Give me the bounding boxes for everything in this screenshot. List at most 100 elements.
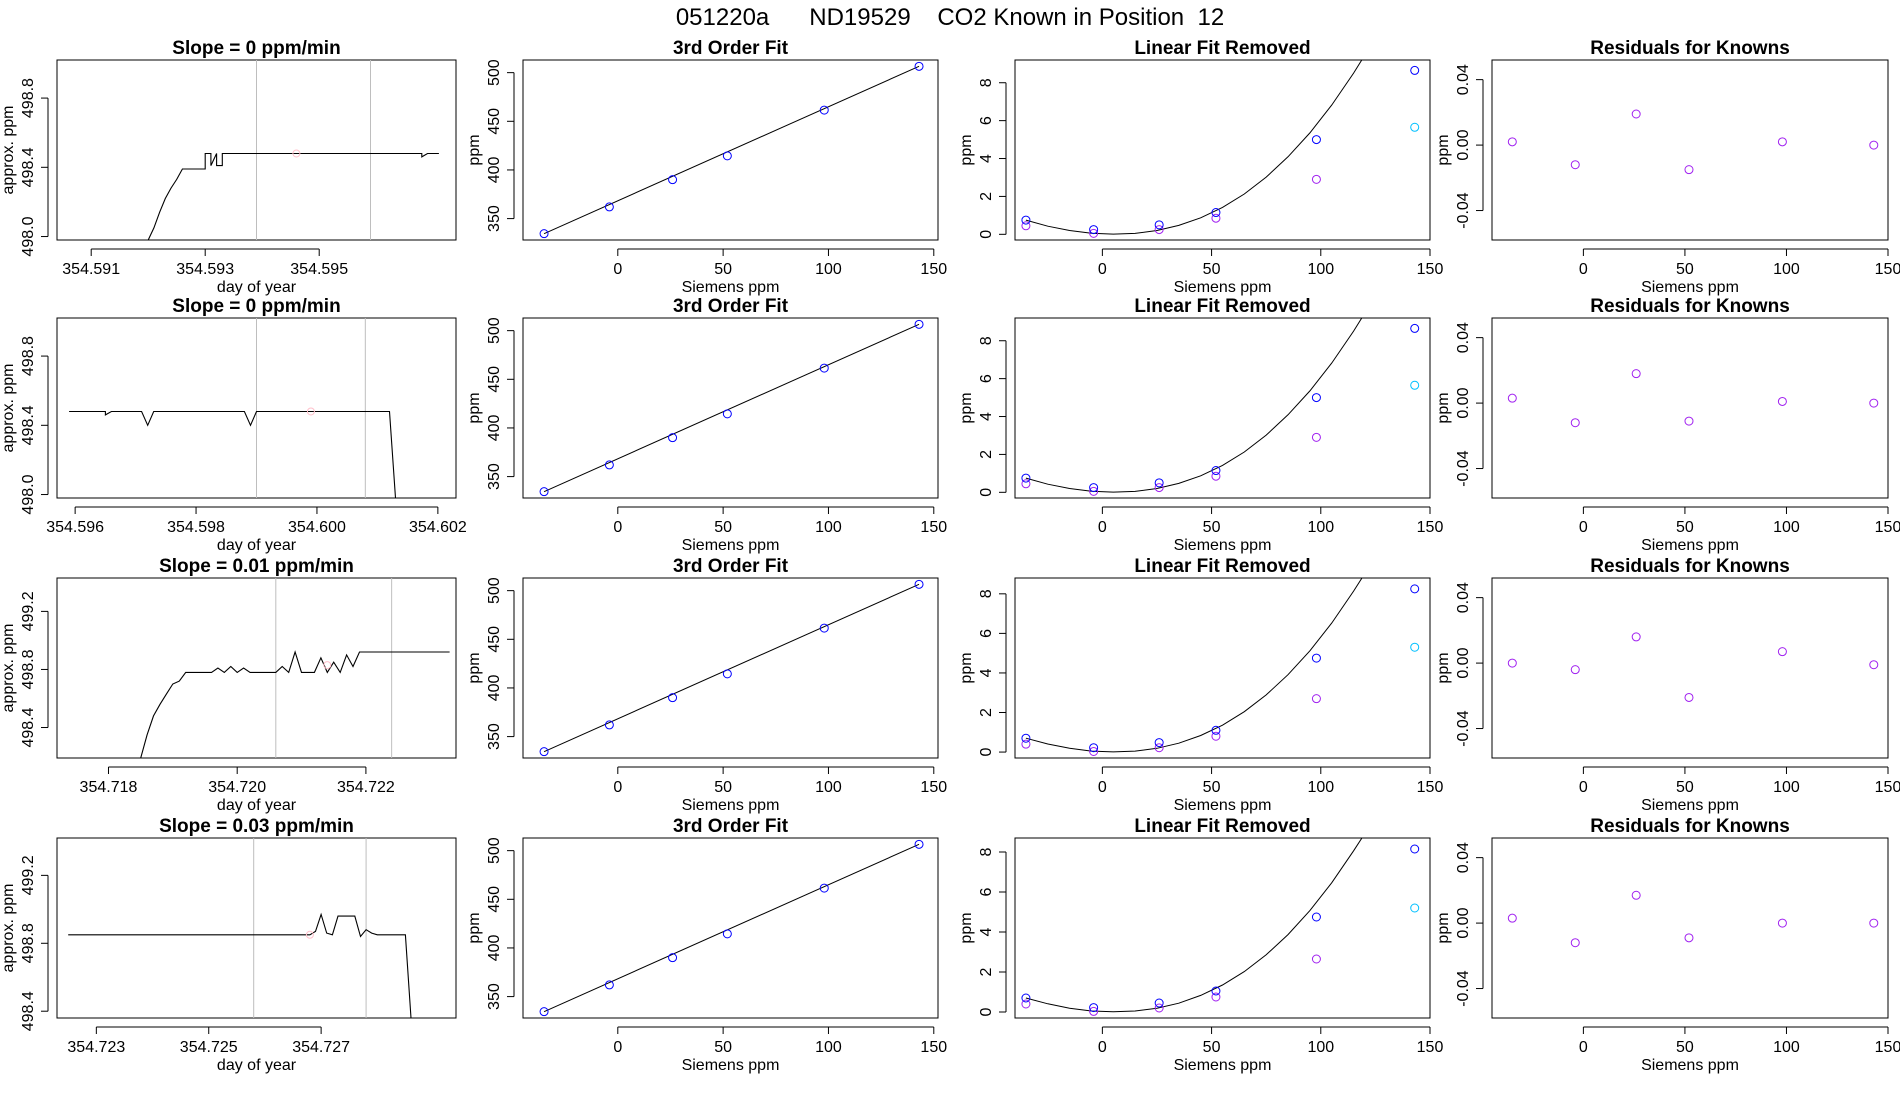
plot-frame bbox=[1014, 837, 1431, 1019]
y-tick-label: 498.4 bbox=[20, 147, 37, 187]
plot-area bbox=[1507, 109, 1879, 175]
data-point bbox=[1777, 918, 1787, 928]
plot-frame bbox=[1014, 59, 1431, 241]
panel-1-1: Slope = 0 ppm/min 354.591 354.593 354.595da… bbox=[0, 38, 457, 296]
panel-2-2: 3rd Order Fit 0 50 100 150 Siemens ppm 350 400 4… bbox=[466, 296, 947, 554]
x-axis-label: Siemens ppm bbox=[1174, 537, 1272, 554]
x-tick-label: 0 bbox=[1098, 519, 1107, 536]
data-point bbox=[668, 693, 678, 703]
data-point bbox=[1684, 692, 1694, 702]
measured-point bbox=[1089, 746, 1099, 756]
y-tick-label: 2 bbox=[978, 192, 995, 201]
y-axis-label: ppm bbox=[1435, 134, 1452, 165]
data-point bbox=[604, 460, 614, 470]
y-tick-label: 6 bbox=[978, 887, 995, 896]
data-point bbox=[722, 669, 732, 679]
fit-point bbox=[1410, 65, 1420, 75]
fit-point bbox=[1089, 225, 1099, 235]
y-tick-label: -0.04 bbox=[1455, 970, 1472, 1007]
data-point bbox=[1869, 660, 1879, 670]
y-axis-label: approx. ppm bbox=[0, 364, 17, 453]
x-tick-label: 354.725 bbox=[180, 1039, 238, 1056]
panel-title: 3rd Order Fit bbox=[673, 296, 789, 317]
data-point bbox=[1631, 369, 1641, 379]
panel-title: 3rd Order Fit bbox=[673, 556, 789, 577]
measured-point bbox=[1021, 739, 1031, 749]
x-tick-label: 100 bbox=[815, 779, 842, 796]
x-tick-label: 0 bbox=[1579, 1039, 1588, 1056]
x-tick-label: 150 bbox=[1875, 519, 1900, 536]
x-axis-label: Siemens ppm bbox=[682, 537, 780, 554]
x-tick-label: 100 bbox=[815, 261, 842, 278]
data-point bbox=[539, 1007, 549, 1017]
x-axis-label: Siemens ppm bbox=[1641, 797, 1739, 814]
x-tick-label: 50 bbox=[714, 261, 732, 278]
measured-point bbox=[1311, 432, 1321, 442]
x-tick-label: 150 bbox=[1875, 261, 1900, 278]
y-tick-label: 0.04 bbox=[1455, 842, 1472, 873]
fit-line bbox=[543, 843, 920, 1013]
y-axis-label: approx. ppm bbox=[0, 884, 17, 973]
y-tick-label: 499.2 bbox=[20, 855, 37, 895]
x-tick-label: 100 bbox=[815, 1039, 842, 1056]
x-tick-label: 100 bbox=[1773, 261, 1800, 278]
y-tick-label: -0.04 bbox=[1455, 450, 1472, 487]
panel-2-1: Slope = 0 ppm/min 354.596 354.598 354.600 35… bbox=[0, 296, 467, 554]
plot-frame bbox=[1014, 577, 1431, 759]
trace-line bbox=[140, 650, 450, 758]
plot-frame bbox=[522, 837, 939, 1019]
measured-point bbox=[1311, 694, 1321, 704]
measured-point bbox=[1211, 213, 1221, 223]
fit-point bbox=[1154, 478, 1164, 488]
data-point bbox=[668, 433, 678, 443]
y-tick-label: 500 bbox=[486, 837, 503, 864]
measured-point bbox=[1154, 483, 1164, 493]
x-tick-label: 150 bbox=[1417, 1039, 1444, 1056]
x-tick-label: 50 bbox=[714, 779, 732, 796]
data-point bbox=[1777, 647, 1787, 657]
mean-marker bbox=[323, 661, 332, 670]
x-tick-label: 354.602 bbox=[409, 519, 467, 536]
x-axis-label: day of year bbox=[217, 537, 297, 554]
x-tick-label: 0 bbox=[613, 1039, 622, 1056]
fit-curve bbox=[1025, 838, 1363, 1013]
plot-area bbox=[1021, 318, 1420, 496]
y-tick-label: 6 bbox=[978, 629, 995, 638]
x-tick-label: 150 bbox=[920, 1039, 947, 1056]
y-axis-label: ppm bbox=[1435, 392, 1452, 423]
x-tick-label: 0 bbox=[1579, 261, 1588, 278]
x-tick-label: 150 bbox=[1417, 519, 1444, 536]
y-tick-label: 498.4 bbox=[20, 707, 37, 747]
x-tick-label: 100 bbox=[1773, 1039, 1800, 1056]
panel-4-1: Slope = 0.03 ppm/min 354.723 354.725 354.72… bbox=[0, 816, 457, 1074]
plot-area bbox=[539, 319, 924, 497]
panel-title: Linear Fit Removed bbox=[1134, 556, 1310, 577]
plot-area bbox=[147, 60, 439, 240]
x-tick-label: 150 bbox=[1875, 1039, 1900, 1056]
fit-line bbox=[543, 583, 920, 753]
y-tick-label: 498.0 bbox=[20, 216, 37, 256]
x-tick-label: 354.598 bbox=[167, 519, 225, 536]
x-axis-label: Siemens ppm bbox=[1174, 1057, 1272, 1074]
data-point bbox=[668, 953, 678, 963]
panel-title: Slope = 0.03 ppm/min bbox=[159, 816, 354, 837]
y-tick-label: 0 bbox=[978, 488, 995, 497]
y-axis-label: approx. ppm bbox=[0, 624, 17, 713]
plot-frame bbox=[1491, 577, 1889, 759]
plot-frame bbox=[1014, 317, 1431, 499]
y-tick-label: 498.8 bbox=[20, 336, 37, 376]
y-tick-label: 2 bbox=[978, 708, 995, 717]
x-tick-label: 50 bbox=[1676, 779, 1694, 796]
y-tick-label: 498.8 bbox=[20, 78, 37, 118]
x-tick-label: 50 bbox=[1676, 1039, 1694, 1056]
plot-area bbox=[1507, 890, 1879, 948]
y-tick-label: 400 bbox=[486, 675, 503, 702]
page-title: 051220a ND19529 CO2 Known in Position 12 bbox=[675, 4, 1225, 31]
y-tick-label: 498.4 bbox=[20, 991, 37, 1031]
x-tick-label: 354.723 bbox=[67, 1039, 125, 1056]
x-tick-label: 50 bbox=[1203, 1039, 1221, 1056]
data-point bbox=[1777, 396, 1787, 406]
fit-point bbox=[1089, 1003, 1099, 1013]
fit-point bbox=[1311, 135, 1321, 145]
